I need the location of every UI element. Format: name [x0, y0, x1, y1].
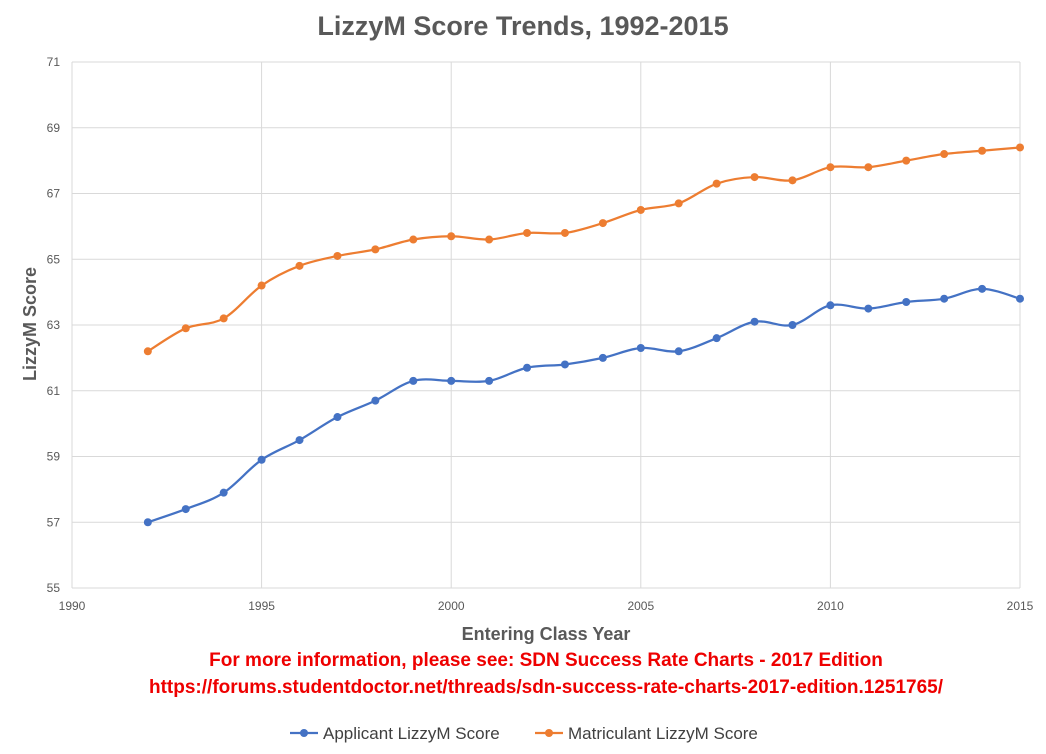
data-point — [371, 396, 380, 405]
data-point — [1016, 143, 1024, 152]
data-point — [523, 228, 532, 237]
data-point — [902, 156, 911, 165]
data-point — [598, 353, 607, 362]
data-point — [712, 179, 721, 188]
data-point — [257, 455, 266, 464]
data-point — [826, 301, 835, 310]
data-point — [485, 376, 494, 385]
data-point — [333, 413, 342, 422]
y-tick-label: 65 — [47, 252, 61, 266]
data-point — [788, 321, 797, 329]
x-tick-label: 2005 — [627, 599, 654, 613]
data-point — [636, 205, 645, 214]
data-point — [560, 360, 569, 369]
data-point — [447, 232, 456, 241]
data-point — [750, 317, 759, 326]
legend-item-applicant: Applicant LizzyM Score — [290, 724, 500, 743]
data-point — [333, 251, 342, 260]
data-point — [826, 163, 835, 172]
data-point — [864, 304, 873, 313]
x-tick-label: 2010 — [817, 599, 844, 613]
data-point — [750, 173, 759, 182]
series-layer — [143, 143, 1024, 527]
x-tick-label: 2000 — [438, 599, 465, 613]
legend: Applicant LizzyM Score Matriculant Lizzy… — [290, 724, 758, 743]
y-axis-title: LizzyM Score — [20, 267, 40, 381]
series-line — [147, 287, 1021, 524]
y-tick-label: 55 — [47, 581, 61, 595]
y-tick-label: 63 — [47, 318, 61, 332]
legend-marker-matriculant — [545, 729, 553, 737]
chart-title: LizzyM Score Trends, 1992-2015 — [317, 11, 728, 41]
data-point — [940, 294, 949, 303]
data-point — [674, 347, 683, 356]
y-tick-label: 57 — [47, 515, 61, 529]
x-tick-label: 1995 — [248, 599, 275, 613]
data-point — [219, 488, 228, 497]
data-point — [409, 235, 418, 244]
x-axis-title: Entering Class Year — [462, 624, 631, 644]
data-point — [371, 245, 380, 254]
data-point — [712, 334, 721, 343]
source-url: https://forums.studentdoctor.net/threads… — [149, 677, 944, 698]
data-point — [257, 281, 266, 290]
series-line — [147, 146, 1021, 353]
data-point — [636, 344, 645, 353]
data-point — [902, 297, 911, 306]
data-point — [219, 314, 228, 323]
legend-label-applicant: Applicant LizzyM Score — [323, 724, 500, 743]
data-point — [598, 219, 607, 228]
legend-marker-applicant — [300, 729, 308, 737]
data-point — [181, 505, 190, 514]
info-note: For more information, please see: SDN Su… — [209, 650, 883, 671]
y-tick-label: 71 — [47, 55, 61, 69]
data-point — [1016, 294, 1024, 303]
tick-labels: 55 57 59 61 63 65 67 69 71 1990 1995 2000 2005 2010 20… — [47, 55, 1034, 613]
data-point — [940, 150, 949, 159]
data-point — [485, 235, 494, 244]
data-point — [295, 436, 304, 445]
data-point — [978, 146, 987, 155]
y-tick-label: 61 — [47, 384, 61, 398]
y-tick-label: 69 — [47, 121, 61, 135]
data-point — [143, 347, 152, 356]
y-tick-label: 59 — [47, 450, 61, 464]
data-point — [447, 376, 456, 385]
data-point — [181, 324, 190, 333]
y-tick-label: 67 — [47, 187, 61, 201]
data-point — [788, 176, 797, 185]
series-0 — [143, 284, 1024, 527]
data-point — [864, 163, 873, 172]
data-point — [295, 261, 304, 270]
data-point — [560, 228, 569, 237]
legend-label-matriculant: Matriculant LizzyM Score — [568, 724, 758, 743]
data-point — [674, 199, 683, 208]
x-tick-label: 2015 — [1007, 599, 1034, 613]
data-point — [143, 518, 152, 527]
data-point — [523, 363, 532, 372]
x-tick-label: 1990 — [59, 599, 86, 613]
legend-item-matriculant: Matriculant LizzyM Score — [535, 724, 758, 743]
series-1 — [143, 143, 1024, 356]
data-point — [978, 284, 987, 293]
data-point — [409, 376, 418, 385]
grid-layer — [71, 61, 1021, 589]
